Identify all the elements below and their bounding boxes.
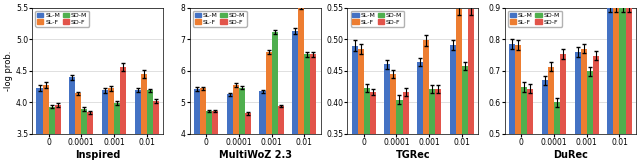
Bar: [613, 8, 620, 134]
Bar: [423, 41, 429, 134]
Bar: [468, 9, 474, 134]
Bar: [141, 74, 147, 134]
Bar: [298, 8, 304, 134]
Bar: [134, 90, 141, 134]
Bar: [239, 88, 245, 134]
Bar: [206, 111, 212, 134]
Bar: [560, 54, 566, 134]
Bar: [81, 109, 87, 134]
Bar: [233, 85, 239, 134]
Y-axis label: -log prob.: -log prob.: [4, 51, 13, 91]
Bar: [54, 105, 61, 134]
Bar: [358, 49, 364, 134]
Bar: [575, 52, 580, 134]
Legend: SL-M, SL-F, SD-M, SD-F: SL-M, SL-F, SD-M, SD-F: [35, 11, 89, 27]
Bar: [87, 113, 93, 134]
Bar: [227, 94, 233, 134]
Bar: [625, 8, 632, 134]
Bar: [620, 8, 625, 134]
Bar: [271, 32, 278, 134]
X-axis label: MultiWoZ 2.3: MultiWoZ 2.3: [219, 150, 292, 160]
Bar: [462, 66, 468, 134]
Bar: [593, 56, 599, 134]
Bar: [607, 8, 613, 134]
Bar: [114, 103, 120, 134]
Bar: [587, 71, 593, 134]
Bar: [580, 49, 587, 134]
Bar: [310, 54, 316, 134]
Bar: [259, 91, 266, 134]
Bar: [108, 88, 114, 134]
Bar: [522, 87, 527, 134]
Bar: [69, 77, 76, 134]
Bar: [194, 89, 200, 134]
Bar: [390, 74, 396, 134]
Bar: [120, 67, 126, 134]
Bar: [396, 100, 403, 134]
Bar: [429, 89, 435, 134]
Legend: SL-M, SL-F, SD-M, SD-F: SL-M, SL-F, SD-M, SD-F: [351, 11, 404, 27]
Bar: [153, 101, 159, 134]
Bar: [385, 64, 390, 134]
X-axis label: DuRec: DuRec: [553, 150, 588, 160]
Bar: [403, 92, 408, 134]
Bar: [351, 46, 358, 134]
Bar: [200, 88, 206, 134]
X-axis label: Inspired: Inspired: [75, 150, 120, 160]
Bar: [42, 85, 49, 134]
Bar: [417, 62, 423, 134]
Legend: SL-M, SL-F, SD-M, SD-F: SL-M, SL-F, SD-M, SD-F: [508, 11, 562, 27]
Bar: [435, 89, 442, 134]
Bar: [212, 111, 218, 134]
Bar: [456, 9, 462, 134]
Bar: [548, 67, 554, 134]
X-axis label: TGRec: TGRec: [396, 150, 430, 160]
Bar: [515, 45, 522, 134]
Bar: [266, 52, 271, 134]
Bar: [36, 88, 42, 134]
Bar: [76, 93, 81, 134]
Bar: [304, 54, 310, 134]
Bar: [147, 90, 153, 134]
Bar: [364, 88, 370, 134]
Bar: [370, 92, 376, 134]
Bar: [102, 90, 108, 134]
Bar: [292, 31, 298, 134]
Bar: [554, 102, 560, 134]
Bar: [542, 80, 548, 134]
Bar: [509, 44, 515, 134]
Bar: [450, 45, 456, 134]
Bar: [245, 113, 251, 134]
Bar: [278, 106, 284, 134]
Bar: [49, 107, 54, 134]
Bar: [527, 89, 533, 134]
Legend: SL-M, SL-F, SD-M, SD-F: SL-M, SL-F, SD-M, SD-F: [193, 11, 246, 27]
